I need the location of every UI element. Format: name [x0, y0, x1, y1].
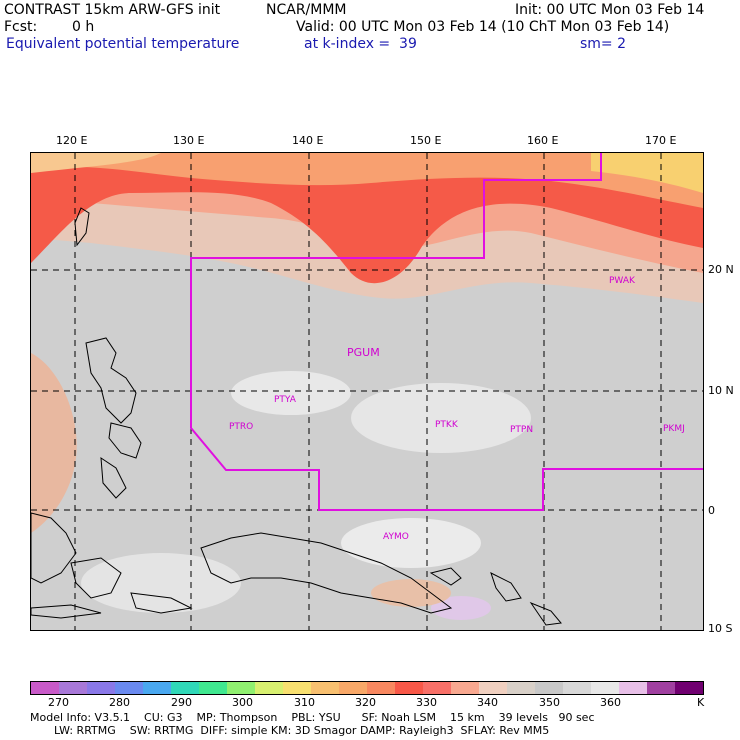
colorbar-tick: 310	[294, 696, 315, 709]
colorbar-swatch	[59, 682, 87, 694]
lat-lon-grid	[31, 153, 703, 630]
lon-label-120e: 120 E	[56, 134, 88, 147]
field-light-patch-1	[231, 371, 351, 415]
colorbar-swatch	[227, 682, 255, 694]
colorbar-swatch	[367, 682, 395, 694]
colorbar	[30, 681, 704, 695]
colorbar-swatch	[31, 682, 59, 694]
colorbar-swatch	[507, 682, 535, 694]
lon-label-140e: 140 E	[292, 134, 324, 147]
lon-label-170e: 170 E	[645, 134, 677, 147]
field-light-patch-3	[341, 518, 481, 568]
level-label: at k-index = 39	[304, 36, 417, 52]
map-canvas	[31, 153, 703, 630]
field-band-western-warm	[31, 153, 161, 173]
lon-label-150e: 150 E	[410, 134, 442, 147]
field-lilac-patch	[431, 596, 491, 620]
field-warm-patch	[371, 579, 451, 607]
station-label: PKMJ	[663, 424, 685, 434]
colorbar-swatch	[115, 682, 143, 694]
colorbar-tick: 350	[539, 696, 560, 709]
station-label: AYMO	[383, 532, 409, 542]
colorbar-tick: 280	[109, 696, 130, 709]
colorbar-tick: 300	[232, 696, 253, 709]
colorbar-swatch	[283, 682, 311, 694]
field-name: Equivalent potential temperature	[6, 36, 240, 52]
model-info-line-2: LW: RRTMG SW: RRTMG DIFF: simple KM: 3D …	[54, 724, 550, 737]
colorbar-swatch	[563, 682, 591, 694]
colorbar-swatch	[591, 682, 619, 694]
coastlines	[31, 207, 562, 626]
station-label: PTKK	[435, 420, 458, 430]
station-label: PTPN	[510, 425, 534, 435]
colorbar-swatch	[619, 682, 647, 694]
model-info-line-1: Model Info: V3.5.1 CU: G3 MP: Thompson P…	[30, 711, 595, 724]
colorbar-swatch	[395, 682, 423, 694]
lon-label-160e: 160 E	[527, 134, 559, 147]
field-band-310	[591, 153, 703, 193]
colorbar-swatch	[423, 682, 451, 694]
colorbar-swatch	[675, 682, 703, 694]
colorbar-tick: 320	[355, 696, 376, 709]
colorbar-swatch	[535, 682, 563, 694]
model-title: CONTRAST 15km ARW-GFS init	[4, 2, 221, 18]
lat-label-10n: 10 N	[708, 384, 734, 397]
lat-label-20n: 20 N	[708, 263, 734, 276]
colorbar-swatch	[339, 682, 367, 694]
lat-label-equator: 0	[708, 504, 715, 517]
map-panel: PGUM PTYA PTRO PTKK PTPN PKMJ PWAK AYMO	[30, 152, 704, 631]
colorbar-swatch	[171, 682, 199, 694]
colorbar-swatch	[143, 682, 171, 694]
station-label: PTYA	[274, 395, 296, 405]
colorbar-tick: 290	[171, 696, 192, 709]
field-light-patch-4	[81, 553, 241, 613]
colorbar-swatch	[255, 682, 283, 694]
field-western-strip	[31, 353, 77, 533]
colorbar-tick: 360	[600, 696, 621, 709]
station-label: PTRO	[229, 422, 254, 432]
field-band-320	[31, 153, 703, 208]
station-label: PGUM	[347, 346, 380, 359]
colorbar-swatch	[311, 682, 339, 694]
colorbar-swatch	[479, 682, 507, 694]
field-light-patch-2	[351, 383, 531, 453]
forecast-hour: 0 h	[72, 19, 95, 35]
colorbar-tick: 270	[48, 696, 69, 709]
forecast-label: Fcst:	[4, 19, 38, 35]
colorbar-swatch	[451, 682, 479, 694]
field-band-330	[31, 153, 703, 284]
colorbar-swatch	[647, 682, 675, 694]
colorbar-swatch	[199, 682, 227, 694]
valid-time: Valid: 00 UTC Mon 03 Feb 14 (10 ChT Mon …	[296, 19, 670, 35]
smoothing-label: sm= 2	[580, 36, 627, 52]
colorbar-tick: 330	[416, 696, 437, 709]
colorbar-swatch	[87, 682, 115, 694]
colorbar-unit: K	[697, 696, 705, 709]
organization-label: NCAR/MMM	[266, 2, 347, 18]
station-label: PWAK	[609, 276, 635, 286]
lat-label-10s: 10 S	[708, 622, 733, 635]
lon-label-130e: 130 E	[173, 134, 205, 147]
init-time: Init: 00 UTC Mon 03 Feb 14	[515, 2, 705, 18]
colorbar-tick: 340	[477, 696, 498, 709]
region-boundary	[190, 153, 703, 511]
